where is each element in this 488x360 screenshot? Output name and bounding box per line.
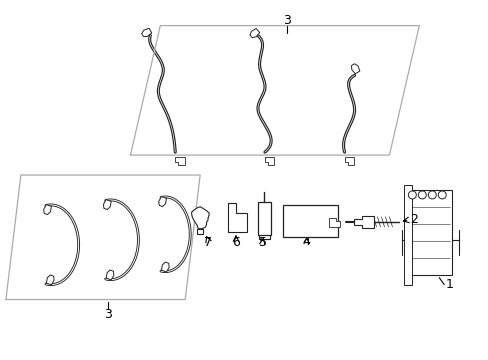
Polygon shape xyxy=(191,207,209,229)
Bar xyxy=(258,202,270,235)
Bar xyxy=(404,185,411,285)
Polygon shape xyxy=(43,204,51,215)
Polygon shape xyxy=(264,157,274,165)
Bar xyxy=(282,205,337,237)
Polygon shape xyxy=(353,216,373,228)
Polygon shape xyxy=(249,28,259,38)
Text: 2: 2 xyxy=(409,213,417,226)
Text: 3: 3 xyxy=(283,14,290,27)
Circle shape xyxy=(417,191,426,199)
Text: 5: 5 xyxy=(259,236,266,249)
Bar xyxy=(407,190,451,275)
Circle shape xyxy=(427,191,435,199)
Text: 4: 4 xyxy=(302,235,310,248)
Polygon shape xyxy=(159,197,166,207)
Polygon shape xyxy=(175,157,184,165)
Polygon shape xyxy=(227,203,246,232)
Polygon shape xyxy=(142,28,151,37)
Polygon shape xyxy=(197,229,203,234)
Polygon shape xyxy=(351,64,359,74)
Polygon shape xyxy=(103,199,111,210)
Circle shape xyxy=(407,191,415,199)
Polygon shape xyxy=(328,218,339,227)
Polygon shape xyxy=(106,270,114,280)
Text: 6: 6 xyxy=(232,236,240,249)
Text: 1: 1 xyxy=(445,278,452,291)
Polygon shape xyxy=(344,157,353,165)
Text: 7: 7 xyxy=(203,236,212,249)
Polygon shape xyxy=(161,262,169,272)
Circle shape xyxy=(437,191,446,199)
Text: 3: 3 xyxy=(103,308,111,321)
Polygon shape xyxy=(46,275,54,285)
